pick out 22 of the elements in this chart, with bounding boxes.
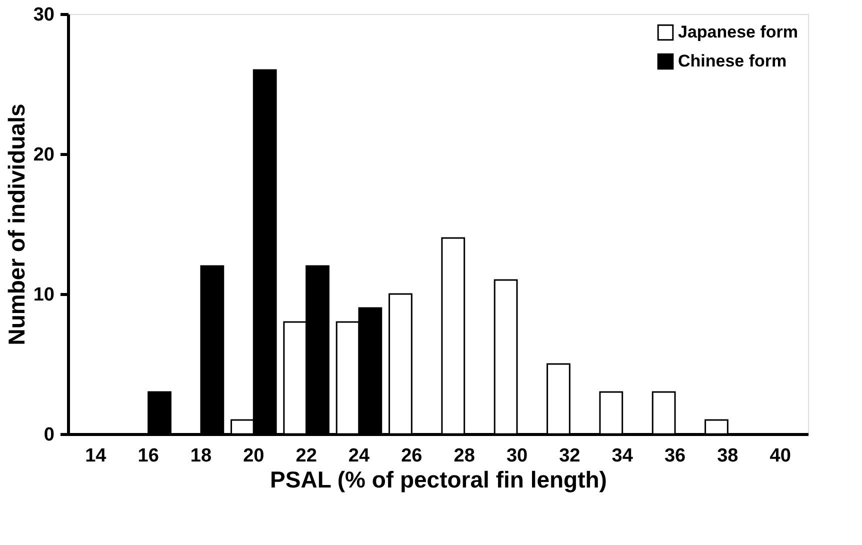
legend-label: Chinese form bbox=[678, 52, 787, 70]
x-tick-label: 28 bbox=[454, 446, 475, 466]
x-tick-label: 14 bbox=[85, 446, 107, 466]
x-tick-label: 20 bbox=[243, 446, 264, 466]
x-tick-label: 26 bbox=[401, 446, 422, 466]
x-tick-label: 32 bbox=[559, 446, 580, 466]
legend-label: Japanese form bbox=[678, 22, 798, 42]
x-tick-label: 38 bbox=[717, 446, 738, 466]
x-axis-title: PSAL (% of pectoral fin length) bbox=[270, 466, 607, 492]
x-tick-label: 24 bbox=[348, 446, 370, 466]
y-tick-label: 10 bbox=[33, 284, 54, 306]
x-tick-label: 34 bbox=[612, 446, 634, 466]
y-tick-label: 30 bbox=[33, 4, 54, 26]
x-tick-label: 36 bbox=[664, 446, 686, 466]
x-tick-label: 30 bbox=[506, 446, 528, 466]
x-tick-label: 22 bbox=[296, 446, 317, 466]
x-tick-label: 16 bbox=[138, 446, 159, 466]
y-axis-title: Number of individuals bbox=[3, 104, 30, 346]
y-tick-label: 0 bbox=[44, 424, 54, 446]
y-tick-label: 20 bbox=[33, 144, 54, 166]
x-tick-label: 40 bbox=[770, 446, 791, 466]
x-tick-label: 18 bbox=[190, 446, 212, 466]
